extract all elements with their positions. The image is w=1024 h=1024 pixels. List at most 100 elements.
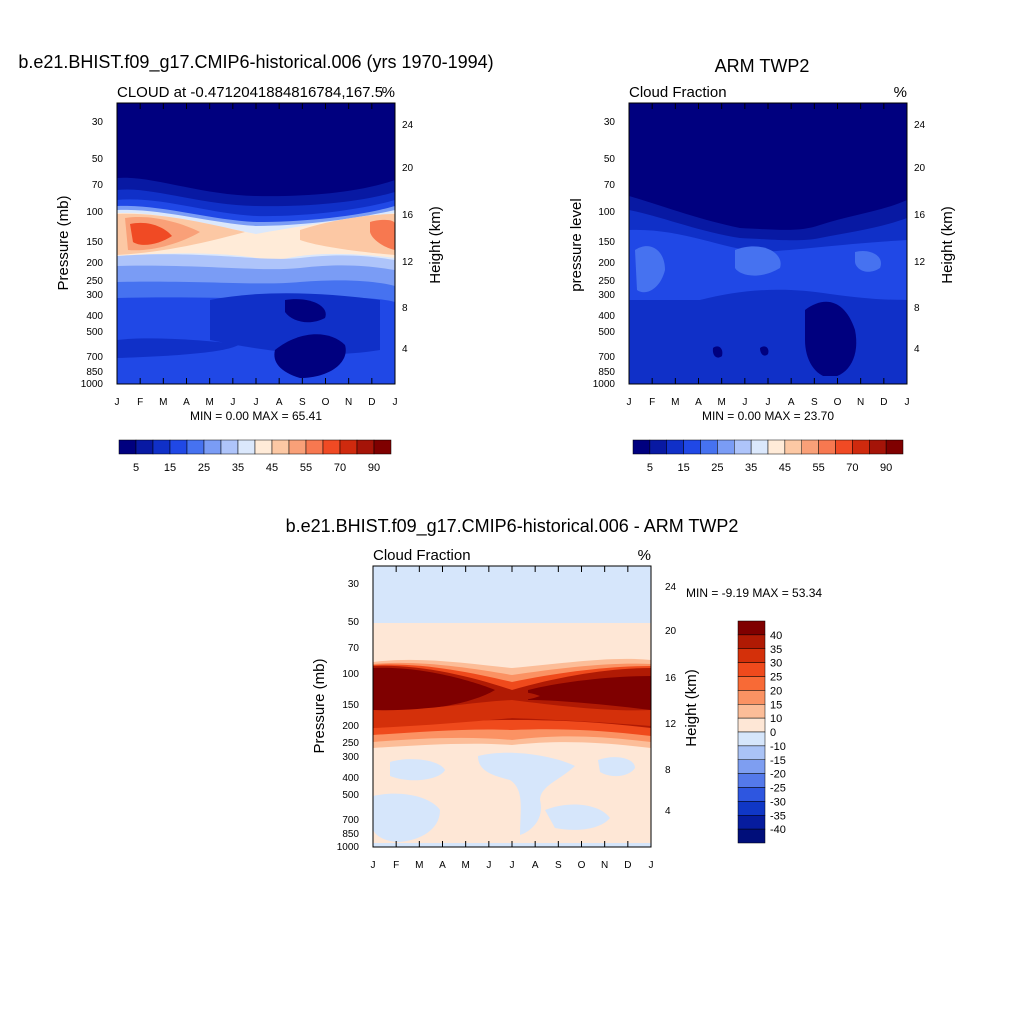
panel1-title: b.e21.BHIST.f09_g17.CMIP6-historical.006…: [18, 52, 493, 73]
panel1-xtick-label: J: [393, 397, 398, 408]
panel2-colorbar-swatch: [666, 439, 684, 455]
panel3-ytick-250: 250: [342, 738, 359, 749]
panel3-y-axis-label: Pressure (mb): [311, 658, 328, 753]
panel3-y-ticks: 30 50 70 100 150 200 250 300 400 500 700…: [337, 579, 360, 853]
panel1-min-max: MIN = 0.00 MAX = 65.41: [190, 409, 322, 423]
panel1-ytick-200: 200: [86, 258, 103, 269]
panel1-ytick-30: 30: [92, 117, 104, 128]
panel3-colorbar-label: 25: [770, 672, 782, 684]
panel2-left-label: Cloud Fraction: [629, 84, 727, 101]
panel2-ytick-50: 50: [604, 154, 616, 165]
panel1-ytick-50: 50: [92, 154, 104, 165]
panel1-xtick-label: A: [183, 397, 190, 408]
panel2-colorbar-swatch: [767, 439, 786, 455]
panel1-colorbar-swatch: [152, 439, 171, 455]
panel3-ytick-700: 700: [342, 815, 359, 826]
panel3-colorbar-swatch: [737, 704, 766, 719]
panel3-colorbar-label: -20: [770, 769, 786, 781]
panel1-xtick-label: F: [137, 397, 143, 408]
panel1-xtick-label: S: [299, 397, 306, 408]
panel3-colorbar-label: -35: [770, 810, 786, 822]
panel3-xtick-label: J: [510, 860, 515, 871]
panel1-colorbar-swatch: [356, 439, 375, 455]
panel3-ytick-50: 50: [348, 617, 360, 628]
panel-observation: ARM TWP2 Cloud Fraction % 30 50 70 100 1…: [568, 56, 956, 423]
panel1-ytick-500: 500: [86, 327, 103, 338]
panel1-colorbar-label: 90: [368, 462, 380, 474]
panel2-colorbar-swatch: [818, 439, 836, 455]
panel2-ytick-300: 300: [598, 290, 615, 301]
panel2-ytick-250: 250: [598, 276, 615, 287]
panel3-ytick-150: 150: [342, 700, 359, 711]
panel1-ytick-850: 850: [86, 367, 103, 378]
panel1-ytick-400: 400: [86, 311, 103, 322]
panel2-title: ARM TWP2: [715, 56, 810, 76]
panel1-colorbar-swatch: [186, 439, 205, 455]
panel1-y-ticks: 30 50 70 100 150 200 250 300 400 500 700…: [81, 117, 104, 390]
panel2-colorbar-label: 15: [678, 462, 690, 474]
panel1-ytick-100: 100: [86, 207, 103, 218]
panel3-colorbar-swatch: [737, 801, 766, 816]
panel3-rtick-4: 4: [665, 806, 671, 817]
panel3-plot-area: [373, 566, 651, 847]
panel3-colorbar-swatch: [737, 828, 766, 844]
panel2-colorbar-swatch: [885, 439, 904, 455]
panel3-colorbar-swatch: [737, 759, 766, 774]
panel1-ytick-1000: 1000: [81, 379, 104, 390]
panel3-xtick-label: A: [439, 860, 446, 871]
panel2-xtick-label: F: [649, 397, 655, 408]
panel2-xtick-label: J: [766, 397, 771, 408]
panel1-colorbar-label: 70: [334, 462, 346, 474]
panel3-xtick-label: F: [393, 860, 399, 871]
panel1-colorbar-swatch: [220, 439, 239, 455]
panel1-colorbar-label: 55: [300, 462, 312, 474]
panel2-colorbar-swatch: [801, 439, 819, 455]
panel1-rtick-24: 24: [402, 120, 414, 131]
panel1-xtick-label: N: [345, 397, 352, 408]
panel2-colorbar-swatch: [649, 439, 667, 455]
panel1-rtick-4: 4: [402, 344, 408, 355]
panel2-xtick-label: N: [857, 397, 864, 408]
panel3-xtick-label: A: [532, 860, 539, 871]
panel1-colorbar-swatch: [373, 439, 392, 455]
panel1-xtick-label: J: [115, 397, 120, 408]
panel1-xtick-label: J: [230, 397, 235, 408]
panel2-ytick-500: 500: [598, 327, 615, 338]
panel3-colorbar-swatch: [737, 620, 766, 636]
panel1-colorbar-swatch: [305, 439, 324, 455]
panel2-colorbar-swatch: [683, 439, 701, 455]
panel1-y-axis-label: Pressure (mb): [55, 195, 72, 290]
panel3-colorbar-label: 0: [770, 727, 776, 739]
panel3-colorbar-swatch: [737, 745, 766, 760]
panel2-xtick-label: M: [671, 397, 679, 408]
panel1-xtick-label: D: [368, 397, 375, 408]
panel3-xtick-label: J: [371, 860, 376, 871]
panel2-xtick-label: D: [880, 397, 887, 408]
panel2-right-label: %: [894, 84, 907, 101]
panel1-y-ticks-right: 24 20 16 12 8 4: [402, 120, 414, 355]
panel1-colorbar-swatch: [169, 439, 188, 455]
panel3-ytick-200: 200: [342, 721, 359, 732]
panel1-colorbar-swatch: [288, 439, 307, 455]
panel3-rtick-8: 8: [665, 765, 671, 776]
panel3-colorbar-label: -40: [770, 824, 786, 836]
panel3-rtick-24: 24: [665, 582, 677, 593]
panel2-colorbar-swatch: [835, 439, 853, 455]
panel3-colorbar-swatch: [737, 662, 766, 677]
panel2-colorbar-label: 70: [846, 462, 858, 474]
panel2-ytick-70: 70: [604, 180, 616, 191]
panel3-xtick-label: J: [649, 860, 654, 871]
panel2-y-axis-label: pressure level: [568, 198, 585, 291]
panel1-rtick-12: 12: [402, 257, 414, 268]
panel1-plot-area: [117, 103, 395, 384]
panel3-right-label: %: [638, 547, 651, 564]
panel2-rtick-20: 20: [914, 163, 926, 174]
panel3-left-label: Cloud Fraction: [373, 547, 471, 564]
panel2-colorbar-swatch: [750, 439, 769, 455]
panel1-y-axis-label-right: Height (km): [427, 206, 444, 284]
panel2-xtick-label: J: [627, 397, 632, 408]
panel1-ytick-300: 300: [86, 290, 103, 301]
panel3-ytick-400: 400: [342, 773, 359, 784]
panel3-colorbar-swatch: [737, 773, 766, 788]
